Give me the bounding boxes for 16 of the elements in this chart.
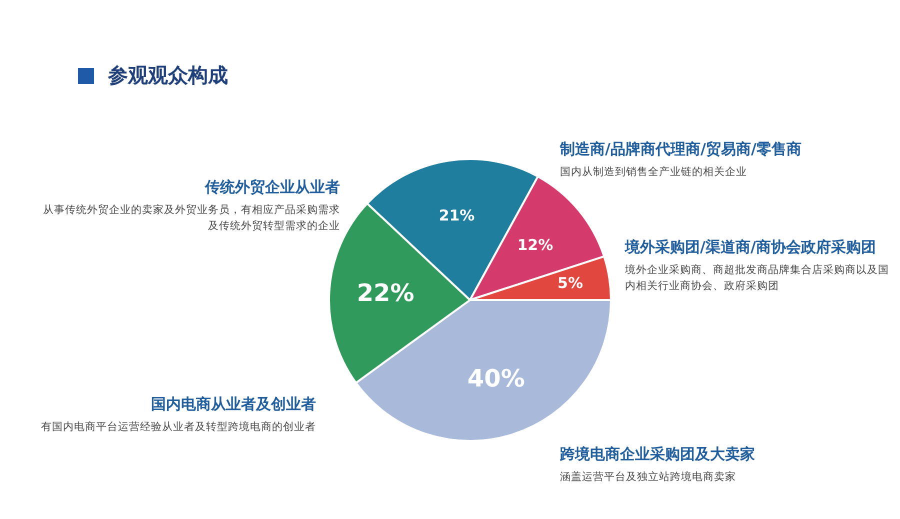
data-label: 5% bbox=[558, 274, 584, 292]
data-label: 22% bbox=[356, 278, 414, 307]
slice-label: 境外采购团/渠道商/商协会政府采购团 bbox=[625, 238, 876, 256]
text: 从事传统外贸企业的卖家及外贸业务员，有相应产品采购需求及传统外贸转型需求的企业 bbox=[42, 203, 340, 234]
slice-label: 制造商/品牌商代理商/贸易商/零售商 bbox=[560, 140, 802, 158]
slice-label: 国内电商从业者及创业者 bbox=[151, 395, 316, 413]
data-label: 21% bbox=[438, 206, 475, 224]
data-label: 12% bbox=[517, 236, 554, 254]
chart-title: 参观观众构成 bbox=[108, 62, 228, 89]
text: 有国内电商平台运营经验从业者及转型跨境电商的创业者 bbox=[40, 420, 316, 435]
text: 境外企业采购商、商超批发商品牌集合店采购商以及国内相关行业商协会、政府采购团 bbox=[625, 263, 890, 294]
text: 涵盖运营平台及独立站跨境电商卖家 bbox=[560, 470, 737, 485]
text: 国内从制造到销售全产业链的相关企业 bbox=[560, 165, 748, 180]
data-label: 40% bbox=[467, 364, 525, 393]
slice-label: 跨境电商企业采购团及大卖家 bbox=[560, 445, 755, 463]
slice-label: 传统外贸企业从业者 bbox=[205, 178, 340, 196]
